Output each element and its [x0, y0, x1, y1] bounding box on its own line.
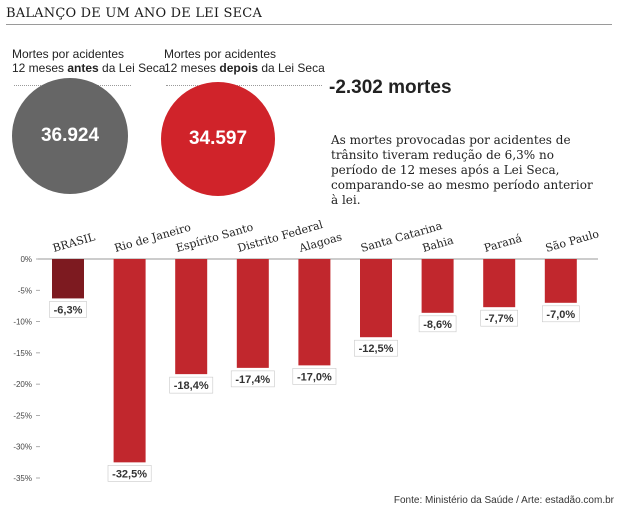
data-label: -17,4% — [235, 374, 270, 386]
after-caption-line1: Mortes por acidentes — [164, 47, 277, 61]
data-label-box — [230, 370, 275, 388]
before-caption-line2: 12 meses antes da Lei Seca — [12, 61, 166, 75]
data-label-box — [169, 376, 214, 394]
category-label: Paraná — [482, 232, 523, 255]
data-label-box — [418, 315, 457, 333]
y-tick-label: -15% — [13, 349, 32, 358]
data-label: -7,0% — [546, 309, 575, 321]
data-label: -17,0% — [297, 371, 332, 383]
data-label-box — [107, 465, 152, 482]
after-deaths-value: 34.597 — [188, 128, 248, 149]
y-tick-label: -25% — [13, 411, 32, 420]
data-label: -6,3% — [54, 304, 83, 316]
y-tick-label: 0% — [20, 255, 32, 264]
deaths-difference: -2.302 mortes — [329, 77, 452, 98]
before-deaths-value: 36.924 — [40, 125, 100, 146]
before-deaths-circle: 36.924 — [12, 78, 128, 194]
y-tick-label: -10% — [13, 318, 32, 327]
bar — [298, 259, 331, 366]
before-caption-line1: Mortes por acidentes — [12, 47, 125, 61]
title-divider — [6, 24, 612, 25]
bar — [113, 259, 146, 463]
bar — [483, 259, 516, 308]
data-label: -32,5% — [112, 468, 147, 480]
data-label: -12,5% — [359, 343, 394, 355]
chart-title: BALANÇO DE UM ANO DE LEI SECA — [6, 6, 263, 21]
y-tick-label: -30% — [13, 443, 32, 452]
after-caption: Mortes por acidentes 12 meses depois da … — [164, 47, 325, 75]
data-label: -8,6% — [423, 319, 452, 331]
bar — [421, 259, 454, 313]
data-label-box — [49, 301, 87, 318]
after-deaths-circle: 34.597 — [161, 82, 275, 196]
after-caption-line2: 12 meses depois da Lei Seca — [164, 61, 325, 75]
category-label: São Paulo — [544, 227, 601, 255]
bar — [175, 259, 208, 375]
y-tick-label: -35% — [13, 474, 32, 483]
bar — [52, 259, 84, 299]
y-tick-label: -5% — [18, 286, 32, 295]
before-caption-bold: antes — [67, 61, 99, 75]
data-label-box — [354, 339, 398, 357]
data-label-box — [480, 309, 519, 327]
category-label: BRASIL — [51, 230, 97, 255]
source-credit: Fonte: Ministério da Saúde / Arte: estad… — [393, 495, 614, 506]
description-text: As mortes provocadas por acidentes de tr… — [331, 133, 593, 207]
bar — [544, 259, 577, 303]
after-caption-bold: depois — [219, 61, 259, 75]
y-tick-label: -20% — [13, 380, 32, 389]
before-caption: Mortes por acidentes 12 meses antes da L… — [12, 47, 165, 75]
bar — [360, 259, 392, 338]
bar — [236, 259, 269, 368]
data-label-box — [541, 305, 580, 323]
data-label: -7,7% — [485, 313, 514, 325]
data-label-box — [292, 368, 337, 385]
data-label: -18,4% — [174, 380, 209, 392]
after-leader-line — [166, 85, 322, 86]
